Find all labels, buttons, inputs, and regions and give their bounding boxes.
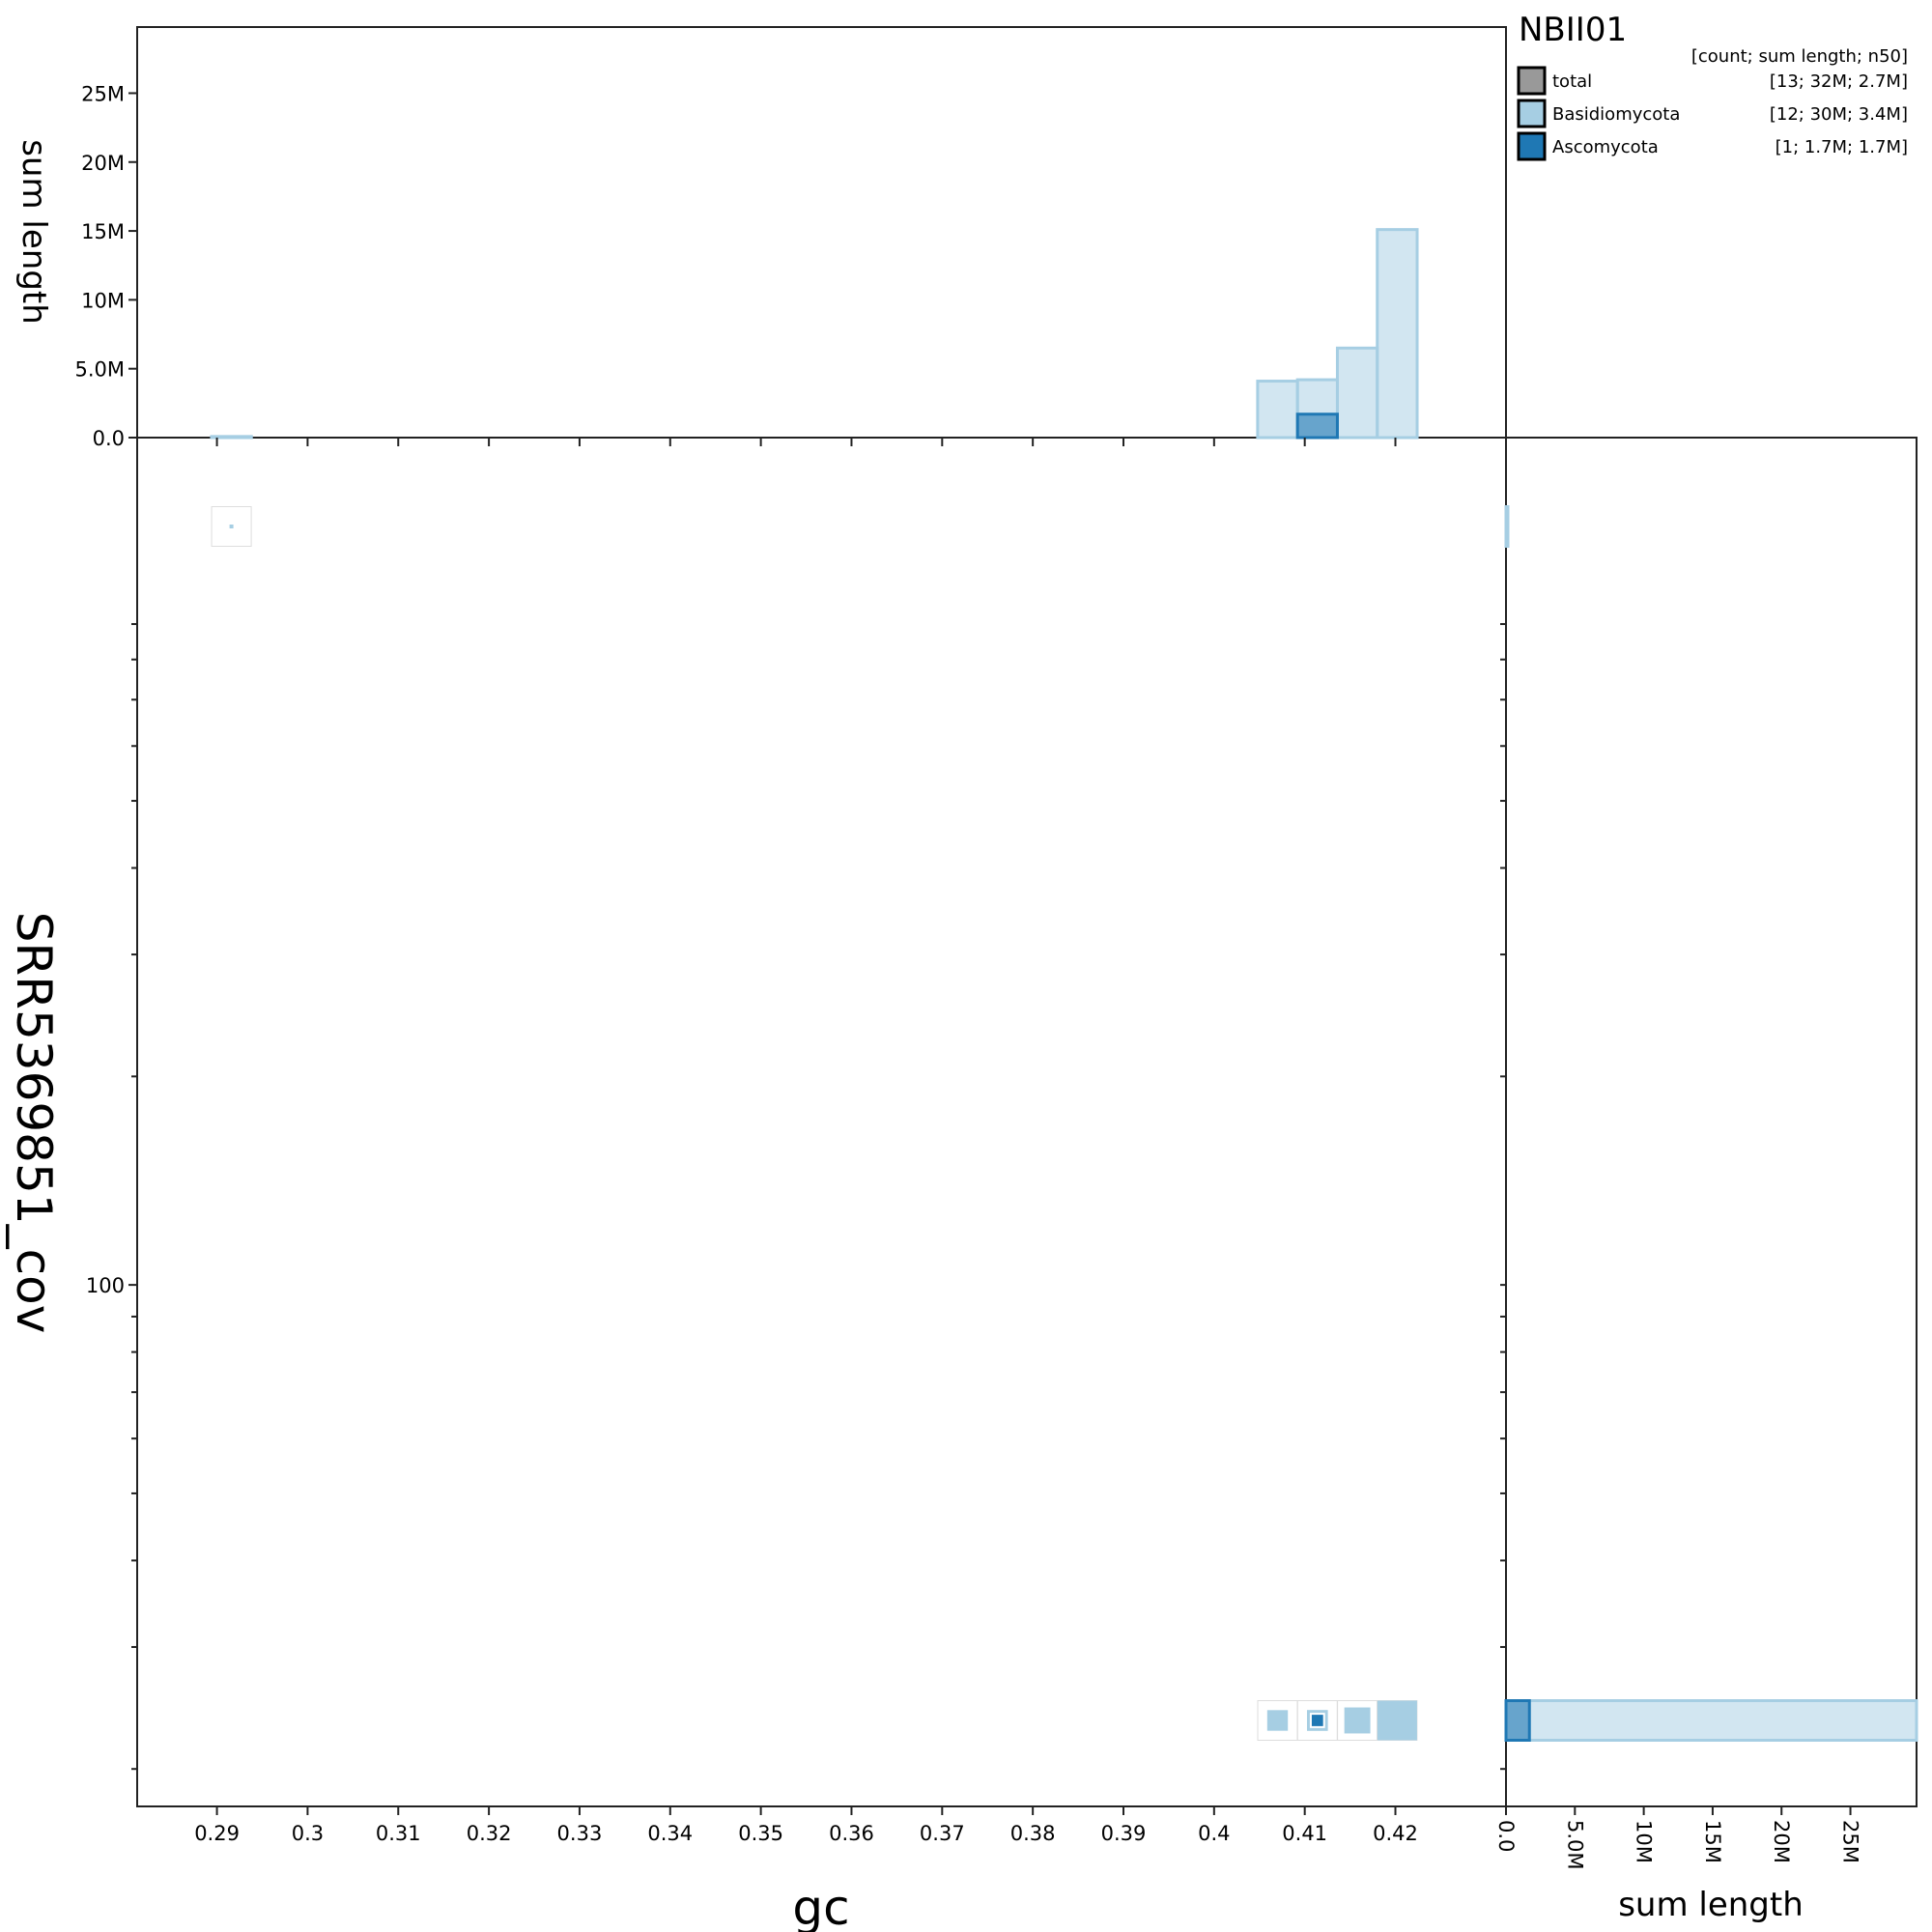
x-tick-label-3: 0.32 [467,1822,512,1845]
legend-swatch-ascomycota [1517,131,1547,161]
legend-entry-ascomycota: Ascomycota [1; 1.7M; 1.7M] [1517,131,1908,161]
legend-swatch-total [1517,66,1547,96]
right-x-tick-label-2: 10M [1633,1820,1656,1863]
legend-header: [count; sum length; n50] [1691,46,1908,67]
x-tick-label-6: 0.35 [738,1822,783,1845]
top-y-tick-label-0: 0.0 [93,427,125,450]
legend-stats-basidiomycota: [12; 30M; 3.4M] [1770,104,1908,125]
x-tick-label-0: 0.29 [194,1822,240,1845]
y-axis-title: SRR5369851_cov [6,912,62,1334]
point-ascomycota-0 [1309,1713,1325,1728]
point-basidiomycota-1 [1266,1710,1289,1731]
right-x-tick-label-3: 15M [1701,1820,1724,1863]
top-hist-bar-basidiomycota-4 [1376,228,1419,440]
legend-stats-ascomycota: [1; 1.7M; 1.7M] [1776,137,1908,157]
right-hist-bar-ascomycota-0 [1504,1699,1531,1742]
legend-swatch-basidiomycota [1517,99,1547,128]
legend-label-total: total [1552,71,1592,92]
chart-marks [210,228,1918,1742]
top-y-tick-label-4: 20M [81,152,125,175]
main-plot-frame [136,437,1507,1807]
top-hist-bar-basidiomycota-1 [1256,380,1299,440]
x-tick-label-13: 0.42 [1373,1822,1418,1845]
top-hist-bar-basidiomycota-0 [210,435,253,440]
bin-cell-basidiomycota-0 [211,506,252,547]
right-x-tick-label-0: 0.0 [1494,1820,1518,1852]
right-hist-bar-basidiomycota-0 [1504,505,1510,548]
x-tick-label-11: 0.4 [1198,1822,1230,1845]
right-x-tick-label-5: 25M [1839,1820,1862,1863]
legend-stats-total: [13; 32M; 2.7M] [1770,71,1908,92]
right-histogram-frame [1505,437,1918,1807]
top-hist-bar-basidiomycota-3 [1335,346,1379,440]
right-x-tick-label-4: 20M [1770,1820,1793,1863]
right-x-tick-label-1: 5.0M [1563,1820,1586,1870]
x-axis-title: gc [792,1880,849,1932]
axis-ticks: 0.29 0.3 0.31 0.32 0.33 0.34 0.35 0.36 0.37 0.38 0… [74,82,1861,1869]
x-tick-label-1: 0.3 [292,1822,324,1845]
top-y-tick-label-3: 15M [81,220,125,243]
x-tick-label-9: 0.38 [1010,1822,1056,1845]
right-histogram-x-title: sum length [1618,1886,1804,1924]
legend-entry-basidiomycota: Basidiomycota [12; 30M; 3.4M] [1517,99,1908,128]
x-tick-label-12: 0.41 [1282,1822,1327,1845]
legend: NBII01 [count; sum length; n50] total [1… [1517,11,1908,161]
top-y-tick-label-1: 5.0M [74,358,125,382]
x-tick-label-10: 0.39 [1101,1822,1147,1845]
top-y-tick-label-5: 25M [81,82,125,105]
x-tick-label-2: 0.31 [376,1822,421,1845]
point-basidiomycota-0 [229,525,234,528]
y-tick-label-0: 100 [86,1274,125,1297]
top-hist-bar-ascomycota-0 [1295,412,1339,440]
point-basidiomycota-3 [1344,1707,1371,1734]
legend-title: NBII01 [1519,11,1627,49]
legend-label-ascomycota: Ascomycota [1552,137,1659,157]
top-histogram-y-title: sum length [14,139,53,325]
legend-label-basidiomycota: Basidiomycota [1552,104,1680,125]
top-histogram-frame [136,26,1507,439]
x-tick-label-4: 0.33 [557,1822,603,1845]
point-basidiomycota-4 [1377,1700,1417,1741]
x-tick-label-8: 0.37 [920,1822,965,1845]
top-y-tick-label-2: 10M [81,289,125,312]
x-tick-label-7: 0.36 [829,1822,874,1845]
legend-entry-total: total [13; 32M; 2.7M] [1517,66,1908,96]
x-tick-label-5: 0.34 [647,1822,693,1845]
right-hist-bar-basidiomycota-1 [1504,1699,1918,1742]
